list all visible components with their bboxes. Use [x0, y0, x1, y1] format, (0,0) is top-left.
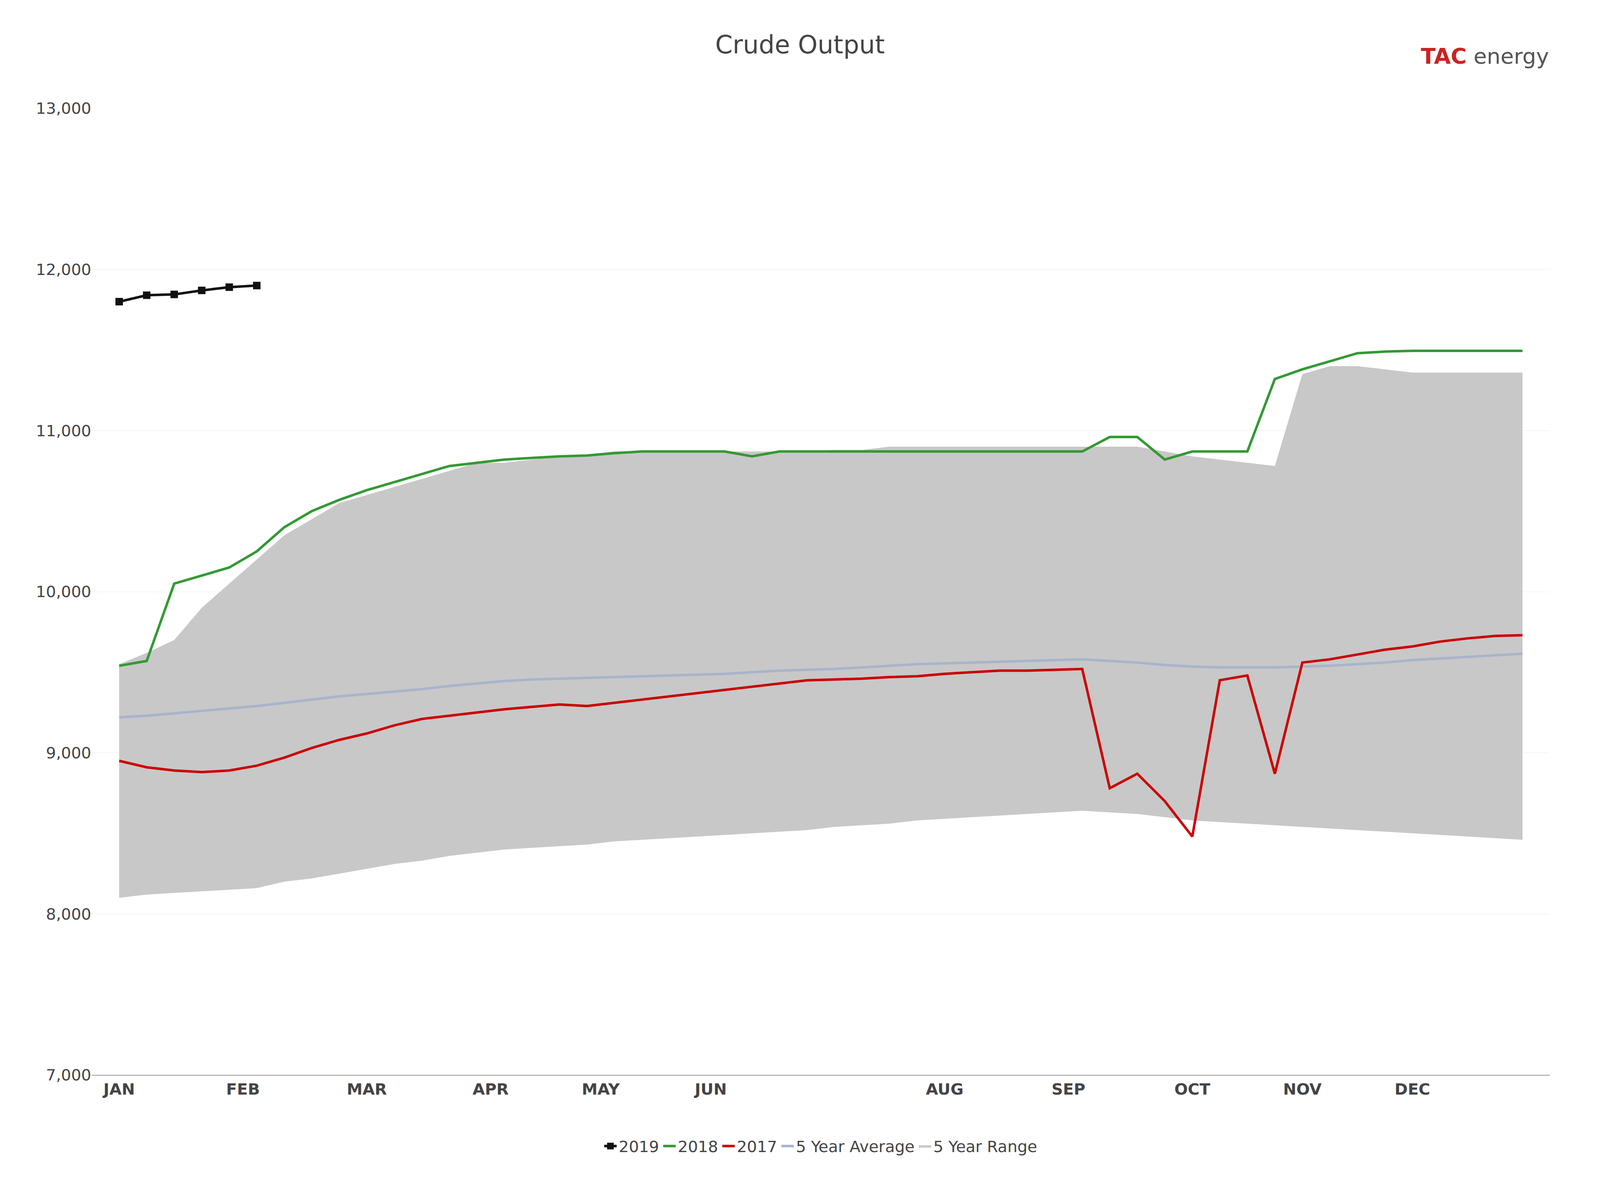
svg-text:TAC energy: TAC energy: [1420, 43, 1550, 69]
svg-text:MAY: MAY: [581, 1080, 620, 1099]
svg-text:JAN: JAN: [102, 1080, 135, 1099]
svg-text:7,000: 7,000: [45, 1065, 92, 1085]
svg-text:MAR: MAR: [346, 1080, 387, 1099]
svg-text:Crude Output: Crude Output: [715, 30, 885, 60]
svg-text:10,000: 10,000: [35, 582, 92, 601]
svg-text:AUG: AUG: [925, 1080, 964, 1099]
svg-text:5 Year Average: 5 Year Average: [795, 1137, 915, 1156]
svg-text:OCT: OCT: [1174, 1080, 1210, 1099]
svg-text:FEB: FEB: [226, 1080, 260, 1099]
svg-text:SEP: SEP: [1051, 1080, 1086, 1099]
svg-text:DEC: DEC: [1394, 1080, 1430, 1099]
svg-text:12,000: 12,000: [35, 260, 92, 279]
svg-text:2018: 2018: [677, 1137, 719, 1156]
svg-text:11,000: 11,000: [35, 421, 92, 440]
svg-text:APR: APR: [472, 1080, 509, 1099]
svg-text:8,000: 8,000: [45, 905, 92, 924]
svg-text:2019: 2019: [618, 1137, 660, 1156]
svg-text:13,000: 13,000: [35, 99, 92, 118]
svg-text:2017: 2017: [736, 1137, 778, 1156]
svg-text:JUN: JUN: [693, 1080, 727, 1099]
svg-text:9,000: 9,000: [45, 743, 92, 763]
svg-text:5 Year Range: 5 Year Range: [933, 1137, 1038, 1156]
svg-text:NOV: NOV: [1282, 1080, 1322, 1099]
